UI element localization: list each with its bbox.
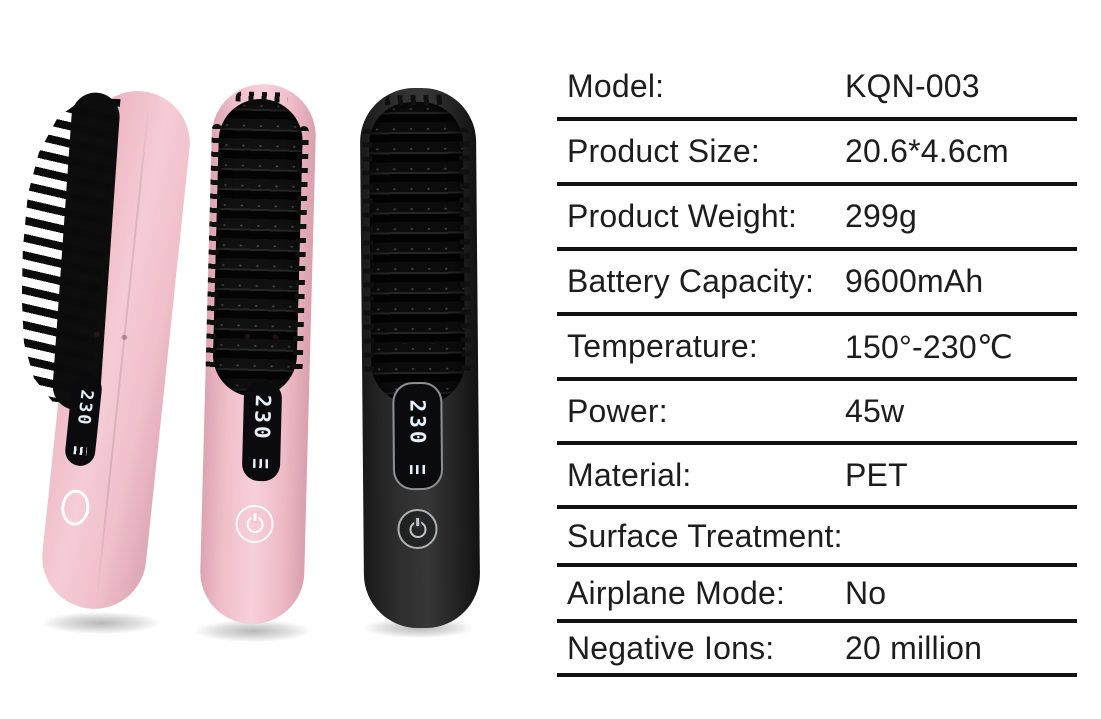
product-gallery: 230 230 — [0, 0, 557, 719]
spec-row-material: Material: PET — [557, 445, 1077, 509]
temperature-readout: 230 — [249, 394, 275, 442]
spec-value: KQN-003 — [845, 68, 980, 104]
spec-row-battery-capacity: Battery Capacity: 9600mAh — [557, 251, 1077, 316]
spec-label: Power: — [567, 392, 668, 429]
led-display: 230 — [241, 380, 283, 482]
spec-label: Negative Ions: — [567, 629, 775, 666]
spec-label: Airplane Mode: — [567, 574, 786, 611]
bristle-pad — [361, 94, 472, 405]
spec-row-surface-treatment: Surface Treatment: — [557, 509, 1077, 567]
spec-value: 20.6*4.6cm — [845, 133, 1009, 169]
spec-value: 45w — [845, 392, 905, 429]
spec-value: 20 million — [845, 629, 983, 666]
spec-value: 299g — [845, 198, 917, 234]
spec-row-temperature: Temperature: 150°-230℃ — [557, 316, 1077, 381]
screw-dots — [364, 337, 480, 344]
spec-value: PET — [845, 456, 908, 493]
led-display: 230 — [395, 384, 441, 488]
spec-row-product-weight: Product Weight: 299g — [557, 186, 1077, 251]
power-icon — [408, 520, 427, 538]
brush-pink-side-view: 230 — [37, 85, 195, 615]
spec-row-product-size: Product Size: 20.6*4.6cm — [557, 121, 1077, 186]
spec-label: Surface Treatment: — [567, 517, 843, 554]
spec-row-negative-ions: Negative Ions: 20 million — [557, 623, 1077, 677]
spec-value: 9600mAh — [845, 263, 984, 299]
power-button — [397, 508, 438, 550]
spec-row-model: Model: KQN-003 — [557, 56, 1077, 121]
bristle-tips — [384, 94, 447, 106]
brush-black-front-view: 230 — [359, 87, 481, 629]
spec-label: Battery Capacity: — [567, 263, 815, 299]
spec-value: No — [845, 574, 887, 611]
spec-value: 150°-230℃ — [845, 328, 1013, 365]
spec-table: Model: KQN-003 Product Size: 20.6*4.6cm … — [557, 56, 1077, 677]
power-icon — [245, 515, 264, 533]
brush-shadow — [195, 620, 311, 642]
brush-shadow — [42, 612, 160, 634]
heat-level-bars-icon — [253, 458, 270, 469]
bristle-pad — [205, 91, 309, 399]
spec-row-power: Power: 45w — [557, 381, 1077, 445]
temperature-readout: 230 — [72, 388, 97, 428]
temperature-readout: 230 — [405, 399, 430, 447]
spec-label: Product Size: — [567, 133, 760, 169]
spec-label: Model: — [567, 68, 665, 104]
spec-row-airplane-mode: Airplane Mode: No — [557, 567, 1077, 623]
brush-pink-front-view: 230 — [198, 82, 318, 626]
spec-label: Material: — [567, 456, 692, 493]
heat-level-bars-icon — [409, 464, 427, 475]
spec-label: Product Weight: — [567, 198, 798, 234]
heat-level-bars-icon — [73, 446, 88, 456]
bristle-tips — [235, 91, 288, 103]
spec-label: Temperature: — [567, 328, 758, 364]
